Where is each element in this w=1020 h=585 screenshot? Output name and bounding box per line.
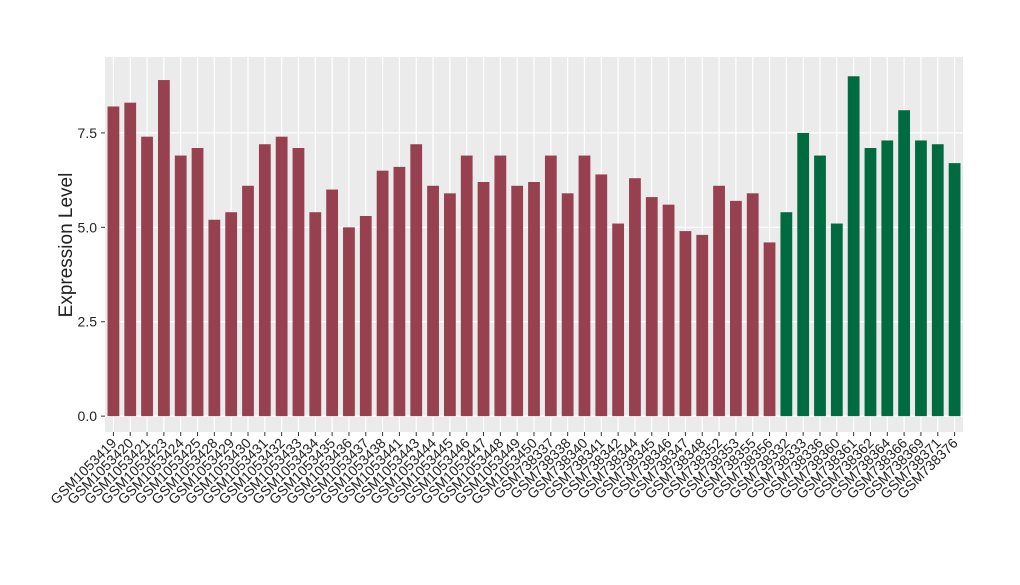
bar xyxy=(393,166,406,417)
bar xyxy=(477,182,490,417)
bar xyxy=(376,170,389,417)
bar xyxy=(443,193,456,417)
bar xyxy=(258,144,271,417)
bar xyxy=(157,80,170,417)
bar xyxy=(511,185,524,417)
bar xyxy=(629,178,641,417)
bar xyxy=(814,155,826,417)
bar xyxy=(174,155,187,417)
y-tick-label: 2.5 xyxy=(78,314,98,330)
bar xyxy=(528,182,540,417)
bar xyxy=(275,136,288,417)
bar xyxy=(931,144,944,417)
bar xyxy=(410,144,423,417)
bar xyxy=(460,155,473,417)
bar xyxy=(729,200,742,417)
bar xyxy=(662,204,675,417)
bar xyxy=(309,212,322,417)
bar xyxy=(208,219,221,417)
bar xyxy=(494,155,507,417)
bar xyxy=(645,197,658,417)
bar xyxy=(544,155,557,417)
y-axis-label: Expression Level xyxy=(56,173,77,318)
bar xyxy=(679,231,692,417)
bar xyxy=(915,140,927,417)
bar xyxy=(847,76,860,417)
bar xyxy=(948,163,961,417)
bar xyxy=(612,223,625,417)
bar xyxy=(225,212,238,417)
bar xyxy=(830,223,843,417)
bar xyxy=(292,148,305,417)
bar xyxy=(595,174,608,417)
bar xyxy=(881,140,894,417)
bar xyxy=(359,215,372,417)
bar xyxy=(780,212,793,417)
bar xyxy=(124,102,137,417)
bar xyxy=(242,185,254,417)
bar xyxy=(713,185,725,417)
bar xyxy=(141,136,153,417)
bar xyxy=(191,148,204,417)
y-tick-label: 5.0 xyxy=(78,219,98,235)
bar xyxy=(864,148,877,417)
bar xyxy=(326,189,339,417)
bar xyxy=(561,193,574,417)
bar xyxy=(578,155,591,417)
y-tick-label: 7.5 xyxy=(78,125,98,141)
bar xyxy=(763,242,776,417)
y-tick-label: 0.0 xyxy=(78,408,98,424)
bar xyxy=(343,227,355,417)
bar xyxy=(797,132,810,417)
bar xyxy=(107,106,120,417)
bar xyxy=(898,110,911,417)
bar xyxy=(746,193,759,417)
bar xyxy=(427,185,439,417)
bar xyxy=(696,234,709,417)
